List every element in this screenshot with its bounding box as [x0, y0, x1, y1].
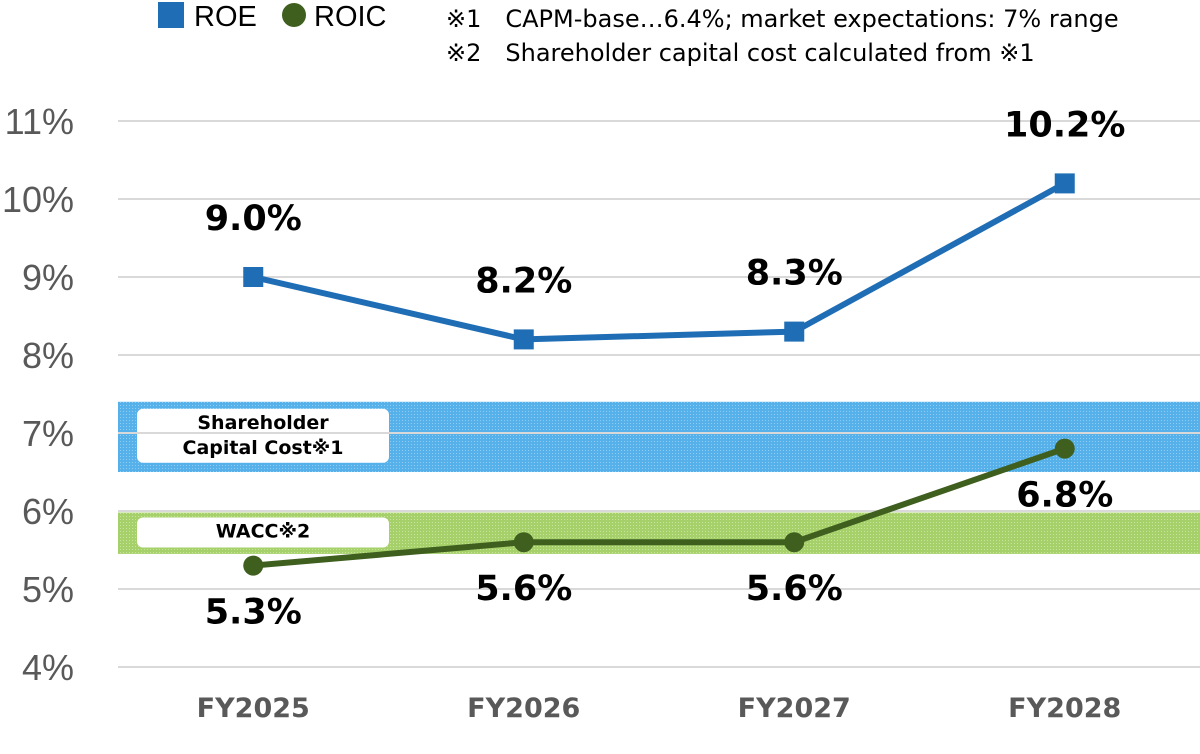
- y-tick-label: 9%: [22, 257, 74, 298]
- y-axis: 4% 5% 6% 7% 8% 9% 10% 11%: [2, 101, 74, 688]
- y-tick-label: 4%: [22, 647, 74, 688]
- roic-marker: [784, 532, 805, 553]
- y-tick-label: 10%: [2, 179, 74, 220]
- y-tick-label: 7%: [22, 413, 74, 454]
- roic-data-label: 6.8%: [1016, 476, 1113, 516]
- roe-marker: [784, 321, 805, 342]
- note-1: ※1 CAPM-base…6.4%; market expectations: …: [446, 5, 1119, 33]
- roic-marker: [513, 532, 534, 553]
- roe-marker: [243, 267, 264, 287]
- roic-line: [252, 445, 1066, 569]
- roic-data-label: 5.6%: [746, 569, 843, 609]
- roe-data-label: 10.2%: [1004, 105, 1125, 145]
- x-tick-label: FY2026: [467, 693, 580, 724]
- roe-marker: [513, 329, 534, 350]
- roe-line: [252, 180, 1067, 343]
- roe-marker: [1054, 173, 1075, 194]
- roe-data-label: 8.3%: [746, 254, 843, 294]
- x-axis: FY2025 FY2026 FY2027 FY2028: [197, 693, 1122, 724]
- band-label-1-line-0: WACC※2: [216, 521, 310, 543]
- band-label-0-line-0: Shareholder: [197, 412, 329, 434]
- roic-marker: [1054, 438, 1075, 459]
- y-tick-label: 6%: [22, 491, 74, 532]
- band-label-box-0: [137, 408, 389, 463]
- roic-marker: [243, 555, 264, 576]
- y-tick-label: 5%: [22, 569, 74, 610]
- y-tick-label: 8%: [22, 335, 74, 376]
- band-label-box-1: [137, 517, 389, 548]
- note-2: ※2 Shareholder capital cost calculated f…: [446, 39, 1035, 67]
- roic-data-label: 5.6%: [475, 569, 572, 609]
- roe-data-label: 9.0%: [205, 199, 302, 239]
- roic-data-label: 5.3%: [205, 593, 302, 633]
- footnotes: ※1 CAPM-base…6.4%; market expectations: …: [446, 5, 1119, 67]
- gridlines: [118, 120, 1200, 668]
- x-tick-label: FY2028: [1008, 693, 1121, 724]
- series-layer: [243, 173, 1075, 576]
- band-label-0-line-1: Capital Cost※1: [183, 437, 344, 459]
- x-tick-label: FY2027: [738, 693, 851, 724]
- data-labels: 9.0% 8.2% 8.3% 10.2% 5.3% 5.6% 5.6% 6.8%: [205, 105, 1126, 632]
- legend-roe-swatch: [158, 2, 184, 28]
- y-tick-label: 11%: [5, 101, 74, 142]
- legend-roic-swatch: [282, 3, 306, 27]
- legend-roic-label: ROIC: [314, 1, 387, 33]
- band-layer: Shareholder Capital Cost※1 WACC※2: [118, 401, 1200, 554]
- x-tick-label: FY2025: [197, 693, 310, 724]
- legend: ROE ROIC: [158, 1, 387, 33]
- roe-data-label: 8.2%: [475, 261, 572, 301]
- legend-roe-label: ROE: [194, 1, 257, 33]
